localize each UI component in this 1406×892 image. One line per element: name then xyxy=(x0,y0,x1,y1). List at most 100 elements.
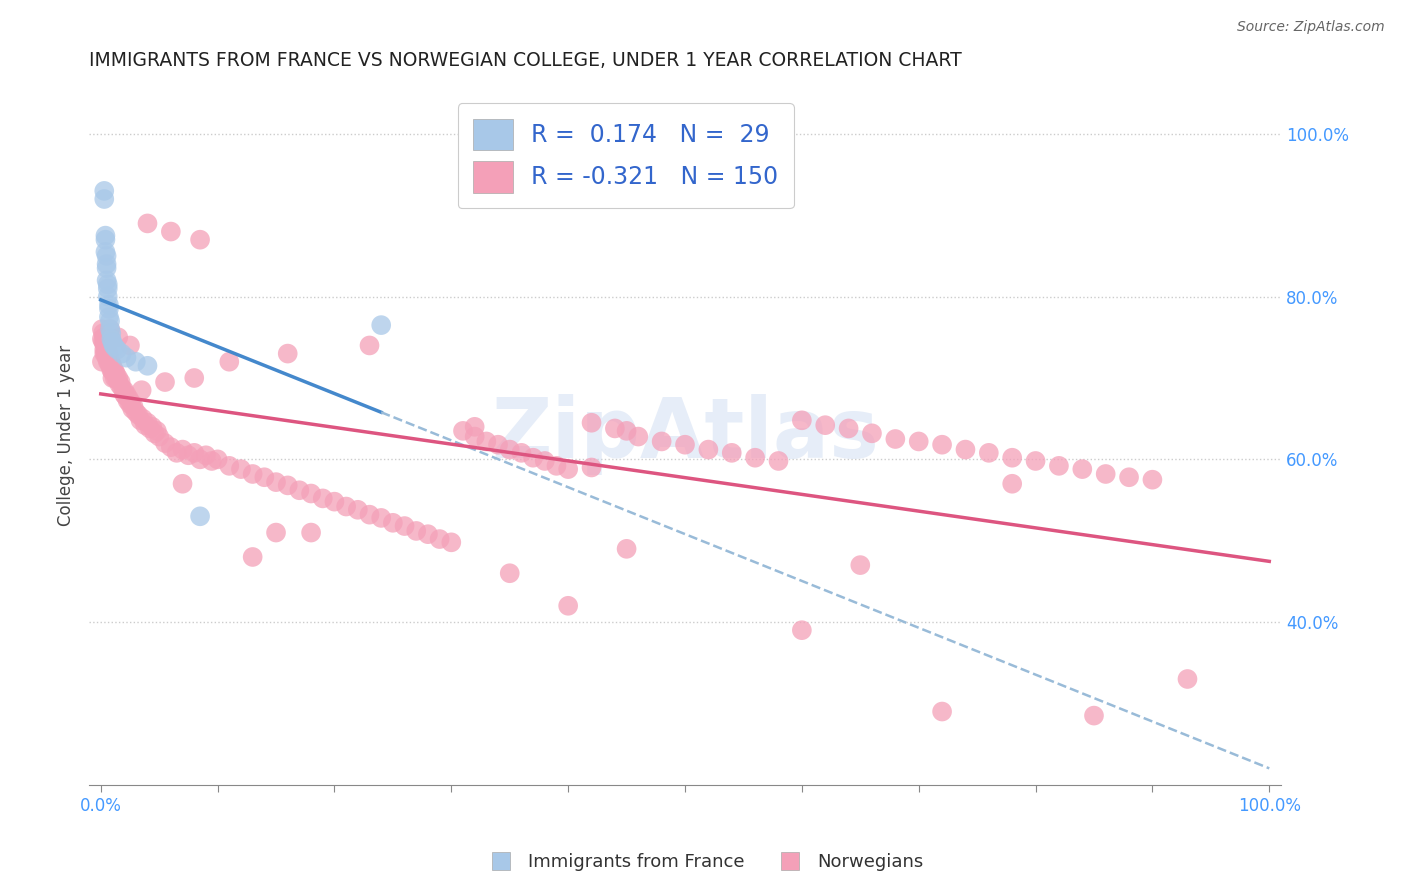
Point xyxy=(125,405,148,419)
Point xyxy=(94,340,117,354)
Point xyxy=(429,532,451,546)
Point xyxy=(153,436,176,450)
Point xyxy=(744,450,766,465)
Point xyxy=(884,432,907,446)
Point xyxy=(183,371,205,385)
Point xyxy=(127,408,149,422)
Point xyxy=(105,373,128,387)
Point xyxy=(405,524,427,538)
Point xyxy=(93,192,115,206)
Point xyxy=(97,281,120,295)
Y-axis label: College, Under 1 year: College, Under 1 year xyxy=(58,344,75,525)
Point xyxy=(242,549,264,564)
Point xyxy=(90,322,112,336)
Point xyxy=(1047,458,1070,473)
Point xyxy=(96,261,118,276)
Point xyxy=(93,343,115,357)
Point xyxy=(194,448,217,462)
Point xyxy=(177,448,200,462)
Point xyxy=(1083,708,1105,723)
Point xyxy=(603,421,626,435)
Point xyxy=(91,334,114,349)
Point xyxy=(111,346,134,360)
Point xyxy=(188,233,211,247)
Point xyxy=(97,355,120,369)
Point xyxy=(141,419,163,434)
Point xyxy=(160,440,183,454)
Point xyxy=(335,500,357,514)
Point xyxy=(97,348,120,362)
Point xyxy=(188,452,211,467)
Point xyxy=(557,599,579,613)
Point xyxy=(720,446,742,460)
Point xyxy=(98,314,121,328)
Point xyxy=(136,216,159,230)
Point xyxy=(98,353,121,368)
Point xyxy=(499,566,522,581)
Point xyxy=(264,525,287,540)
Point xyxy=(581,416,603,430)
Point xyxy=(188,509,211,524)
Point xyxy=(104,340,127,354)
Point xyxy=(533,454,555,468)
Text: IMMIGRANTS FROM FRANCE VS NORWEGIAN COLLEGE, UNDER 1 YEAR CORRELATION CHART: IMMIGRANTS FROM FRANCE VS NORWEGIAN COLL… xyxy=(89,51,962,70)
Point xyxy=(931,438,953,452)
Point xyxy=(93,346,115,360)
Point xyxy=(146,424,169,438)
Point xyxy=(97,310,120,324)
Point xyxy=(97,277,120,292)
Point xyxy=(134,418,156,433)
Point xyxy=(148,429,170,443)
Point xyxy=(103,338,125,352)
Point xyxy=(172,442,194,457)
Point xyxy=(97,301,120,316)
Point xyxy=(122,400,145,414)
Point xyxy=(172,476,194,491)
Point xyxy=(118,338,141,352)
Point xyxy=(120,395,142,409)
Point xyxy=(312,491,335,506)
Point xyxy=(115,351,138,365)
Point xyxy=(91,326,114,341)
Point xyxy=(121,401,143,416)
Point xyxy=(581,460,603,475)
Point xyxy=(1094,467,1116,481)
Point xyxy=(114,389,136,403)
Point xyxy=(183,446,205,460)
Point xyxy=(201,454,224,468)
Point xyxy=(107,371,129,385)
Legend: Immigrants from France, Norwegians: Immigrants from France, Norwegians xyxy=(475,847,931,879)
Point xyxy=(94,228,117,243)
Point xyxy=(242,467,264,481)
Point xyxy=(131,383,153,397)
Point xyxy=(451,424,474,438)
Point xyxy=(93,184,115,198)
Point xyxy=(907,434,929,449)
Point xyxy=(486,438,509,452)
Point xyxy=(1142,473,1164,487)
Point xyxy=(207,452,229,467)
Point xyxy=(101,359,124,373)
Point xyxy=(253,470,276,484)
Point xyxy=(522,450,544,465)
Point xyxy=(697,442,720,457)
Point xyxy=(299,486,322,500)
Point xyxy=(115,387,138,401)
Point xyxy=(101,364,124,378)
Point xyxy=(359,508,381,522)
Point xyxy=(94,334,117,349)
Point xyxy=(790,623,813,637)
Point xyxy=(616,424,638,438)
Point xyxy=(96,249,118,263)
Point xyxy=(1001,476,1024,491)
Point xyxy=(977,446,1000,460)
Point xyxy=(97,290,120,304)
Point xyxy=(97,355,120,369)
Point xyxy=(616,541,638,556)
Point xyxy=(104,371,127,385)
Point xyxy=(440,535,463,549)
Point xyxy=(1001,450,1024,465)
Text: ZipAtlas: ZipAtlas xyxy=(491,394,879,475)
Point xyxy=(510,446,533,460)
Point xyxy=(557,462,579,476)
